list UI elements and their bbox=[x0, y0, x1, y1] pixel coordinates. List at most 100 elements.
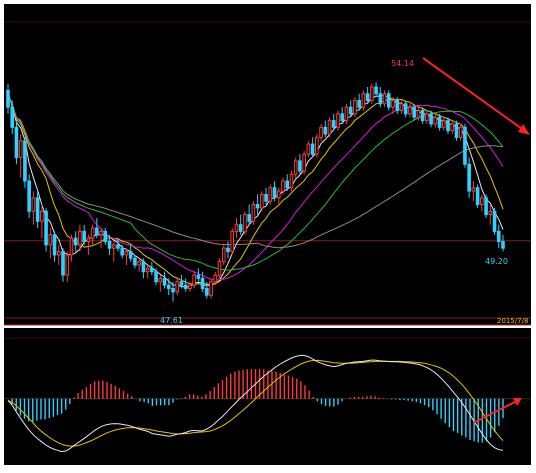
candle-body bbox=[458, 126, 463, 138]
candle-body bbox=[353, 99, 357, 115]
candle-body bbox=[200, 277, 205, 289]
dif-line bbox=[7, 354, 504, 453]
candle-body bbox=[255, 204, 260, 209]
candle-body bbox=[192, 274, 196, 286]
macd-trend-arrowhead bbox=[513, 398, 522, 406]
candle-body bbox=[150, 267, 154, 273]
price-trend-arrowhead bbox=[518, 124, 530, 135]
candle-body bbox=[141, 261, 146, 273]
candle-body bbox=[196, 274, 201, 279]
last-price-label: 49.20 bbox=[485, 257, 508, 266]
candle-body bbox=[61, 251, 65, 276]
candle-body bbox=[484, 197, 488, 216]
candle-body bbox=[391, 99, 395, 108]
candle-body bbox=[454, 123, 459, 138]
candle-body bbox=[31, 197, 36, 212]
ma-line-ma60 bbox=[7, 93, 504, 249]
ma-line-ma5 bbox=[7, 93, 504, 288]
candle-body bbox=[86, 237, 91, 242]
candle-body bbox=[111, 244, 116, 249]
candle-body bbox=[319, 126, 323, 138]
candle-body bbox=[205, 287, 209, 296]
moving-average-lines bbox=[7, 93, 504, 288]
candle-body bbox=[289, 173, 294, 189]
candle-body bbox=[251, 204, 256, 222]
candle-body bbox=[403, 103, 408, 115]
low-price-label: 47.61 bbox=[160, 316, 183, 325]
candle-body bbox=[425, 113, 429, 122]
candle-body bbox=[171, 287, 175, 293]
candle-body bbox=[420, 110, 425, 122]
price-trend-arrow bbox=[422, 57, 526, 132]
candle-body bbox=[230, 230, 235, 253]
candle-body bbox=[82, 230, 86, 242]
ma-line-ma20 bbox=[7, 93, 504, 281]
candle-body bbox=[78, 230, 82, 246]
candle-body bbox=[247, 214, 251, 222]
candle-body bbox=[128, 251, 133, 259]
candle-body bbox=[276, 190, 281, 199]
candle-body bbox=[183, 284, 188, 289]
candle-body bbox=[107, 240, 112, 249]
candle-body bbox=[238, 224, 243, 232]
candle-body bbox=[327, 120, 332, 135]
candle-body bbox=[450, 123, 455, 132]
candle-body bbox=[492, 210, 497, 232]
candle-body bbox=[48, 234, 53, 246]
candle-body bbox=[35, 197, 40, 222]
candle-body bbox=[6, 89, 10, 108]
candle-body bbox=[27, 180, 31, 212]
ma-line-ma30 bbox=[7, 93, 504, 271]
candle-body bbox=[382, 93, 387, 105]
high-price-label: 54.14 bbox=[391, 59, 414, 68]
candle-body bbox=[412, 106, 416, 118]
candle-body bbox=[226, 247, 230, 253]
candle-body bbox=[302, 153, 306, 172]
candle-body bbox=[433, 116, 438, 125]
candle-body bbox=[145, 267, 150, 273]
candle-body bbox=[234, 224, 239, 232]
price-labels: 54.14 47.61 49.20 2015/7/8 bbox=[160, 59, 528, 325]
candle-body bbox=[166, 284, 171, 289]
dea-line bbox=[7, 359, 504, 447]
candle-body bbox=[243, 214, 247, 232]
candle-body bbox=[361, 93, 366, 108]
candle-body bbox=[463, 126, 467, 165]
candle-body bbox=[260, 193, 264, 209]
candle-body bbox=[395, 99, 400, 112]
date-label: 2015/7/8 bbox=[497, 317, 528, 325]
candle-body bbox=[158, 277, 163, 283]
candle-body bbox=[65, 254, 70, 276]
candle-body bbox=[416, 110, 421, 118]
candle-body bbox=[133, 257, 137, 266]
candle-body bbox=[323, 126, 328, 135]
candle-body bbox=[73, 237, 78, 246]
candle-body bbox=[471, 187, 476, 192]
candle-body bbox=[441, 120, 446, 128]
candle-body bbox=[268, 187, 273, 202]
candle-body bbox=[103, 230, 108, 242]
candle-body bbox=[90, 227, 95, 239]
candle-body bbox=[475, 187, 480, 206]
candle-body bbox=[399, 103, 404, 112]
candle-body bbox=[52, 234, 57, 256]
candle-body bbox=[281, 180, 285, 192]
macd-panel bbox=[4, 354, 531, 453]
candle-body bbox=[437, 116, 442, 128]
candle-body bbox=[344, 106, 349, 122]
candle-body bbox=[124, 251, 129, 256]
candle-body bbox=[18, 140, 23, 159]
candle-body bbox=[154, 271, 158, 283]
candle-body bbox=[137, 261, 141, 266]
macd-trend-arrow bbox=[472, 400, 518, 424]
candle-body bbox=[272, 187, 277, 199]
candle-body bbox=[348, 106, 353, 115]
trend-arrows bbox=[422, 57, 530, 424]
candle-body bbox=[446, 120, 450, 132]
candle-body bbox=[378, 93, 383, 105]
candle-body bbox=[467, 163, 471, 192]
candle-body bbox=[69, 237, 74, 256]
ma-line-ma10 bbox=[7, 93, 504, 287]
candle-body bbox=[501, 240, 505, 249]
